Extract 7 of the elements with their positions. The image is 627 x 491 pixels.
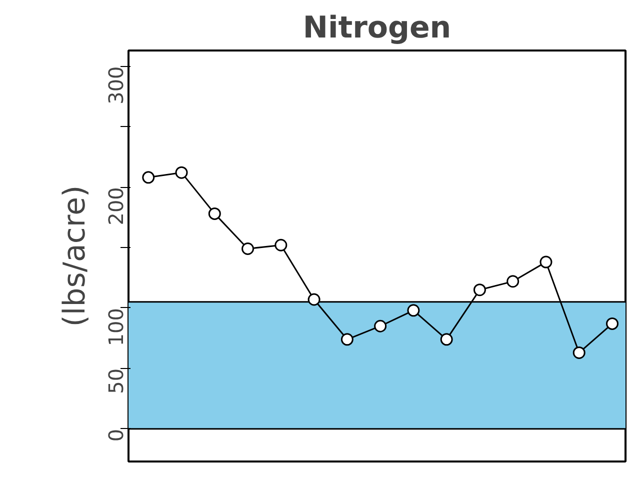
y-tick-label: 0 [104, 428, 128, 442]
y-tick-label: 300 [104, 66, 128, 104]
y-tick-label: 50 [104, 368, 128, 394]
y-axis-title: (lbs/acre) [58, 185, 92, 327]
chart-title: Nitrogen [302, 10, 452, 46]
y-tick-label: 200 [104, 187, 128, 226]
y-tick-label: 100 [104, 308, 128, 346]
